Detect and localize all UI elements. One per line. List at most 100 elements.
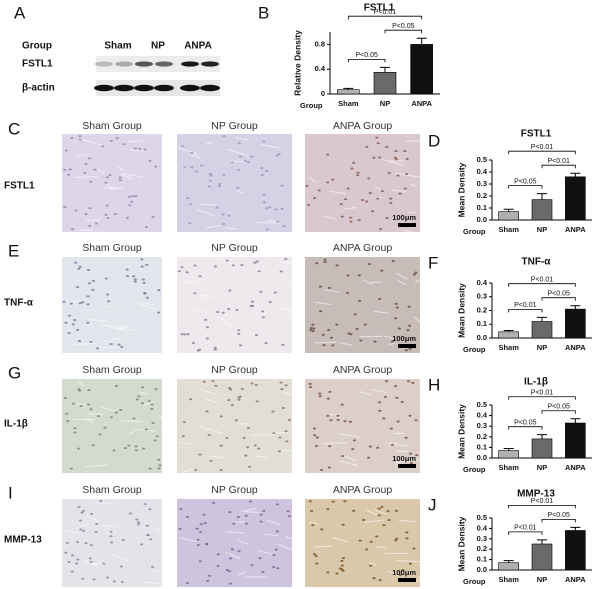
row-label: IL-1β bbox=[4, 419, 28, 430]
significance-bracket bbox=[508, 426, 543, 430]
cell-nucleus bbox=[387, 518, 391, 521]
micrograph bbox=[62, 379, 162, 473]
cell-nucleus bbox=[408, 324, 412, 327]
cell-nucleus bbox=[272, 554, 276, 557]
tissue-fiber bbox=[395, 172, 421, 178]
cell-nucleus bbox=[359, 339, 363, 342]
cell-nucleus bbox=[389, 202, 393, 205]
cell-nucleus bbox=[331, 500, 335, 503]
scale-bar bbox=[398, 223, 416, 227]
significance-bracket bbox=[508, 396, 576, 400]
cell-nucleus bbox=[202, 513, 206, 516]
y-axis-title: Mean Density bbox=[456, 404, 466, 459]
tissue-fiber bbox=[120, 173, 132, 180]
cell-nucleus bbox=[260, 174, 265, 177]
row-label: FSTL1 bbox=[4, 181, 35, 192]
micrograph bbox=[62, 257, 162, 353]
cell-nucleus bbox=[346, 187, 350, 190]
cell-nucleus bbox=[80, 511, 84, 514]
cell-nucleus bbox=[158, 464, 162, 467]
cell-nucleus bbox=[326, 414, 330, 417]
cell-nucleus bbox=[265, 207, 269, 210]
cell-nucleus bbox=[145, 263, 149, 266]
cell-nucleus bbox=[321, 333, 325, 336]
significance-label: P<0.01 bbox=[514, 302, 536, 309]
x-tick-label: Sham bbox=[498, 225, 519, 234]
cell-nucleus bbox=[278, 436, 282, 439]
cell-nucleus bbox=[312, 327, 316, 330]
cell-nucleus bbox=[386, 510, 390, 513]
cell-nucleus bbox=[76, 447, 81, 450]
cell-nucleus bbox=[240, 264, 244, 267]
blot-band bbox=[94, 84, 114, 92]
cell-nucleus bbox=[70, 570, 74, 573]
cell-nucleus bbox=[280, 207, 284, 210]
cell-nucleus bbox=[205, 337, 209, 340]
bar bbox=[498, 450, 519, 459]
significance-bracket bbox=[347, 58, 386, 63]
cell-nucleus bbox=[404, 349, 409, 352]
cell-nucleus bbox=[385, 145, 389, 148]
blot-row: β-actin bbox=[22, 83, 55, 94]
cell-nucleus bbox=[234, 419, 238, 422]
cell-nucleus bbox=[205, 410, 209, 413]
cell-nucleus bbox=[73, 431, 77, 434]
micrograph bbox=[177, 499, 292, 587]
cell-nucleus bbox=[401, 569, 405, 572]
cell-nucleus bbox=[231, 264, 235, 267]
cell-nucleus bbox=[250, 564, 254, 567]
cell-nucleus bbox=[127, 444, 131, 447]
cell-nucleus bbox=[340, 559, 344, 562]
panel-letter: I bbox=[8, 483, 13, 502]
cell-nucleus bbox=[120, 580, 124, 583]
blot-band bbox=[180, 84, 200, 92]
scale-bar-label: 100μm bbox=[392, 334, 416, 343]
tissue-fiber bbox=[105, 183, 114, 190]
cell-nucleus bbox=[253, 444, 257, 447]
cell-nucleus bbox=[186, 197, 190, 200]
tissue-fiber bbox=[324, 215, 336, 220]
cell-nucleus bbox=[185, 515, 190, 518]
cell-nucleus bbox=[350, 167, 354, 170]
cell-nucleus bbox=[414, 419, 418, 422]
cell-nucleus bbox=[211, 380, 215, 383]
y-tick-label: 0.2 bbox=[477, 191, 487, 200]
significance-label: P<0.05 bbox=[514, 178, 536, 185]
y-tick-label: 0.3 bbox=[477, 534, 487, 543]
error-bar bbox=[537, 193, 547, 200]
cell-nucleus bbox=[188, 203, 193, 206]
cell-nucleus bbox=[329, 419, 333, 422]
cell-nucleus bbox=[390, 340, 394, 343]
cell-nucleus bbox=[84, 542, 88, 545]
image-title: Sham Group bbox=[82, 120, 142, 132]
cell-nucleus bbox=[228, 387, 232, 390]
cell-nucleus bbox=[214, 384, 218, 387]
cell-nucleus bbox=[108, 173, 112, 176]
tissue-fiber bbox=[179, 537, 198, 543]
tissue-fiber bbox=[371, 388, 388, 394]
cell-nucleus bbox=[232, 522, 236, 525]
cell-nucleus bbox=[287, 515, 292, 518]
cell-nucleus bbox=[118, 176, 122, 179]
blot-band bbox=[95, 61, 113, 67]
cell-nucleus bbox=[412, 273, 416, 276]
y-tick-label: 0.2 bbox=[477, 544, 487, 553]
cell-nucleus bbox=[353, 313, 357, 316]
cell-nucleus bbox=[76, 558, 80, 561]
cell-nucleus bbox=[261, 571, 265, 574]
cell-nucleus bbox=[196, 544, 201, 547]
cell-nucleus bbox=[219, 444, 223, 447]
cell-nucleus bbox=[205, 543, 209, 546]
cell-nucleus bbox=[106, 300, 111, 303]
cell-nucleus bbox=[74, 562, 79, 565]
chart-title: TNF-α bbox=[522, 257, 552, 268]
blot-group: Sham bbox=[104, 41, 131, 52]
cell-nucleus bbox=[228, 289, 232, 292]
cell-nucleus bbox=[222, 222, 226, 225]
tissue-fiber bbox=[277, 260, 293, 264]
cell-nucleus bbox=[403, 149, 407, 152]
cell-nucleus bbox=[403, 187, 407, 190]
cell-nucleus bbox=[83, 171, 87, 174]
cell-nucleus bbox=[335, 572, 339, 575]
cell-nucleus bbox=[254, 383, 258, 386]
